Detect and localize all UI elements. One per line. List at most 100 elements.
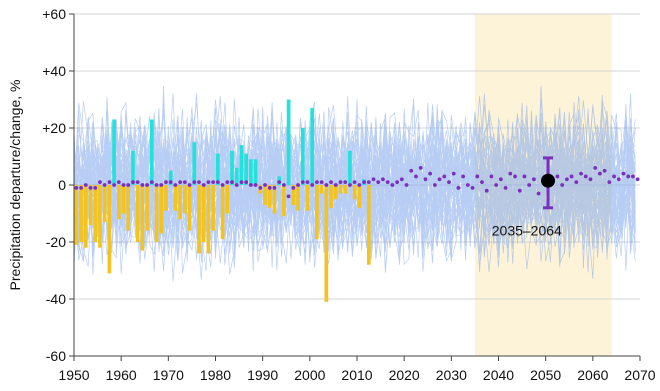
series-point <box>602 168 607 173</box>
series-point <box>395 180 399 185</box>
series-point <box>83 183 88 187</box>
series-point <box>159 183 164 187</box>
series-point <box>267 185 272 190</box>
bar <box>216 153 220 185</box>
bar <box>263 185 267 205</box>
series-point <box>366 180 371 185</box>
series-point <box>348 183 352 187</box>
series-point <box>272 185 277 190</box>
series-point <box>253 183 258 187</box>
series-point <box>286 194 291 199</box>
ensemble-line <box>73 109 636 273</box>
series-point <box>131 180 135 185</box>
bar <box>173 185 178 211</box>
series-point <box>74 185 79 190</box>
series-point <box>465 183 470 187</box>
series-point <box>343 180 348 185</box>
x-tick-label: 2000 <box>294 367 325 383</box>
ensemble-line <box>73 103 636 273</box>
bar <box>126 185 131 231</box>
series-point <box>112 183 116 187</box>
bar <box>291 185 296 205</box>
bar <box>107 185 112 274</box>
series-point <box>277 180 282 185</box>
series-point <box>451 171 456 176</box>
series-point <box>593 166 598 170</box>
series-point <box>498 177 503 182</box>
series-point <box>145 183 150 187</box>
series-point <box>399 177 404 182</box>
bar <box>159 185 164 234</box>
series-point <box>225 180 230 185</box>
bar <box>282 185 286 217</box>
series-point <box>197 180 201 185</box>
series-point <box>564 177 569 182</box>
series-point <box>579 171 583 176</box>
series-point <box>536 191 541 196</box>
y-tick-label: -60 <box>46 348 66 364</box>
series-point <box>560 183 565 187</box>
bar <box>267 185 272 208</box>
series-point <box>621 171 626 176</box>
series-point <box>215 180 220 185</box>
series-point <box>93 185 98 190</box>
bar <box>83 185 88 248</box>
series-point <box>315 180 319 185</box>
series-point <box>168 180 173 185</box>
series-point <box>442 174 447 179</box>
series-point <box>263 183 267 187</box>
series-point <box>187 183 192 187</box>
bar <box>253 159 258 185</box>
bar <box>234 167 239 185</box>
x-tick-label: 1970 <box>153 367 184 383</box>
series-point <box>281 183 286 187</box>
series-point <box>598 171 602 176</box>
series-point <box>470 185 475 190</box>
series-point <box>404 183 409 187</box>
series-point <box>333 183 338 187</box>
series-point <box>296 183 300 187</box>
series-point <box>432 183 437 187</box>
bar <box>149 119 154 185</box>
series-point <box>244 180 249 185</box>
bar <box>220 185 225 240</box>
bar <box>249 159 253 185</box>
bar <box>315 185 319 240</box>
series-point <box>135 180 140 185</box>
bar <box>230 150 234 185</box>
series-point <box>126 183 131 187</box>
y-axis-label: Precipitation departure/change, % <box>7 80 23 291</box>
y-tick-label: +20 <box>42 120 66 136</box>
bar <box>239 145 244 185</box>
series-point <box>164 180 168 185</box>
bar <box>338 185 343 194</box>
bar <box>187 185 192 231</box>
bar <box>244 153 248 185</box>
series-point <box>149 180 154 185</box>
bar <box>164 185 168 211</box>
y-tick-label: -40 <box>46 291 66 307</box>
series-point <box>447 180 451 185</box>
series-point <box>371 177 376 182</box>
bar <box>88 185 93 225</box>
x-tick-label: 1950 <box>58 367 89 383</box>
bar <box>145 185 149 231</box>
x-tick-label: 2020 <box>389 367 420 383</box>
x-tick-label: 2050 <box>530 367 561 383</box>
bar <box>324 185 329 302</box>
bar <box>225 185 230 214</box>
x-tick-label: 2040 <box>483 367 514 383</box>
x-tick-label: 2010 <box>341 367 372 383</box>
y-tick-label: 0 <box>58 177 66 193</box>
series-point <box>626 174 631 179</box>
bar <box>296 185 300 211</box>
series-point <box>635 177 640 182</box>
series-point <box>192 180 197 185</box>
bar <box>98 185 102 248</box>
projection-mean-marker <box>541 173 556 188</box>
series-point <box>300 180 305 185</box>
series-point <box>305 180 310 185</box>
bar <box>272 185 277 214</box>
bar <box>211 185 215 231</box>
